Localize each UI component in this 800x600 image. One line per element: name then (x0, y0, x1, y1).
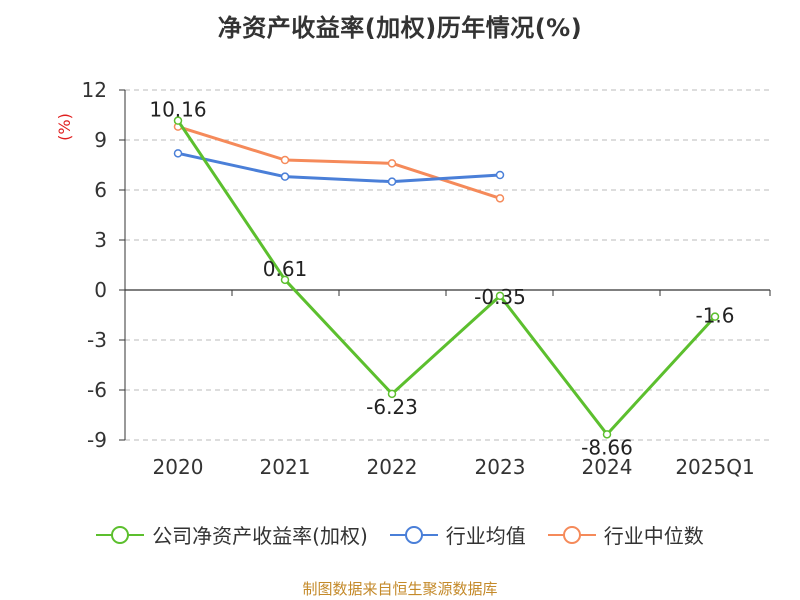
data-label: 10.16 (149, 98, 206, 122)
legend-swatch-company (96, 525, 145, 544)
source-note: 制图数据来自恒生聚源数据库 (302, 580, 498, 598)
legend-item-company[interactable]: 公司净资产收益率(加权) (96, 520, 368, 549)
data-point (495, 170, 505, 180)
data-point (173, 116, 183, 125)
series-line-1 (177, 151, 501, 184)
data-point (280, 155, 290, 165)
data-label: -1.6 (695, 304, 734, 328)
legend-swatch-median (547, 525, 596, 544)
legend-label-avg: 行业均值 (445, 524, 526, 548)
x-tick-label: 2022 (367, 455, 418, 479)
data-label: -0.35 (474, 285, 526, 309)
chart-title: 净资产收益率(加权)历年情况(%) (217, 14, 583, 42)
data-point (387, 389, 397, 399)
y-tick-label: 0 (94, 278, 107, 302)
data-point (495, 194, 505, 203)
data-point (173, 149, 183, 158)
data-point (280, 172, 290, 181)
legend-item-avg[interactable]: 行业均值 (389, 520, 526, 549)
y-tick-label: 12 (82, 78, 107, 102)
data-point (387, 177, 397, 186)
data-label: -8.66 (581, 435, 633, 459)
x-tick-label: 2020 (153, 455, 204, 479)
x-tick-label: 2024 (582, 455, 633, 479)
y-tick-label: 6 (94, 178, 107, 202)
x-tick-label: 2025Q1 (675, 455, 754, 479)
y-axis-unit-label: (%) (55, 113, 74, 141)
data-point (602, 430, 612, 439)
legend-label-median: 行业中位数 (603, 524, 704, 548)
data-point (710, 312, 720, 321)
y-tick-label: 3 (94, 228, 107, 252)
data-point (387, 159, 397, 168)
data-label: 0.61 (263, 257, 308, 281)
data-label: -6.23 (366, 395, 418, 419)
series-line-0 (176, 119, 717, 436)
y-tick-label: -6 (87, 378, 107, 402)
legend: 公司净资产收益率(加权) 行业均值 行业中位数 (0, 520, 800, 549)
data-point (495, 291, 505, 301)
y-tick-label: -3 (87, 328, 107, 352)
legend-item-median[interactable]: 行业中位数 (547, 520, 704, 549)
y-tick-label: 9 (94, 128, 107, 152)
series-line-2 (177, 125, 501, 200)
x-tick-label: 2023 (475, 455, 526, 479)
y-tick-label: -9 (87, 428, 107, 452)
data-point (280, 275, 290, 285)
legend-label-company: 公司净资产收益率(加权) (152, 524, 368, 548)
legend-swatch-avg (389, 525, 438, 544)
x-tick-label: 2021 (260, 455, 311, 479)
